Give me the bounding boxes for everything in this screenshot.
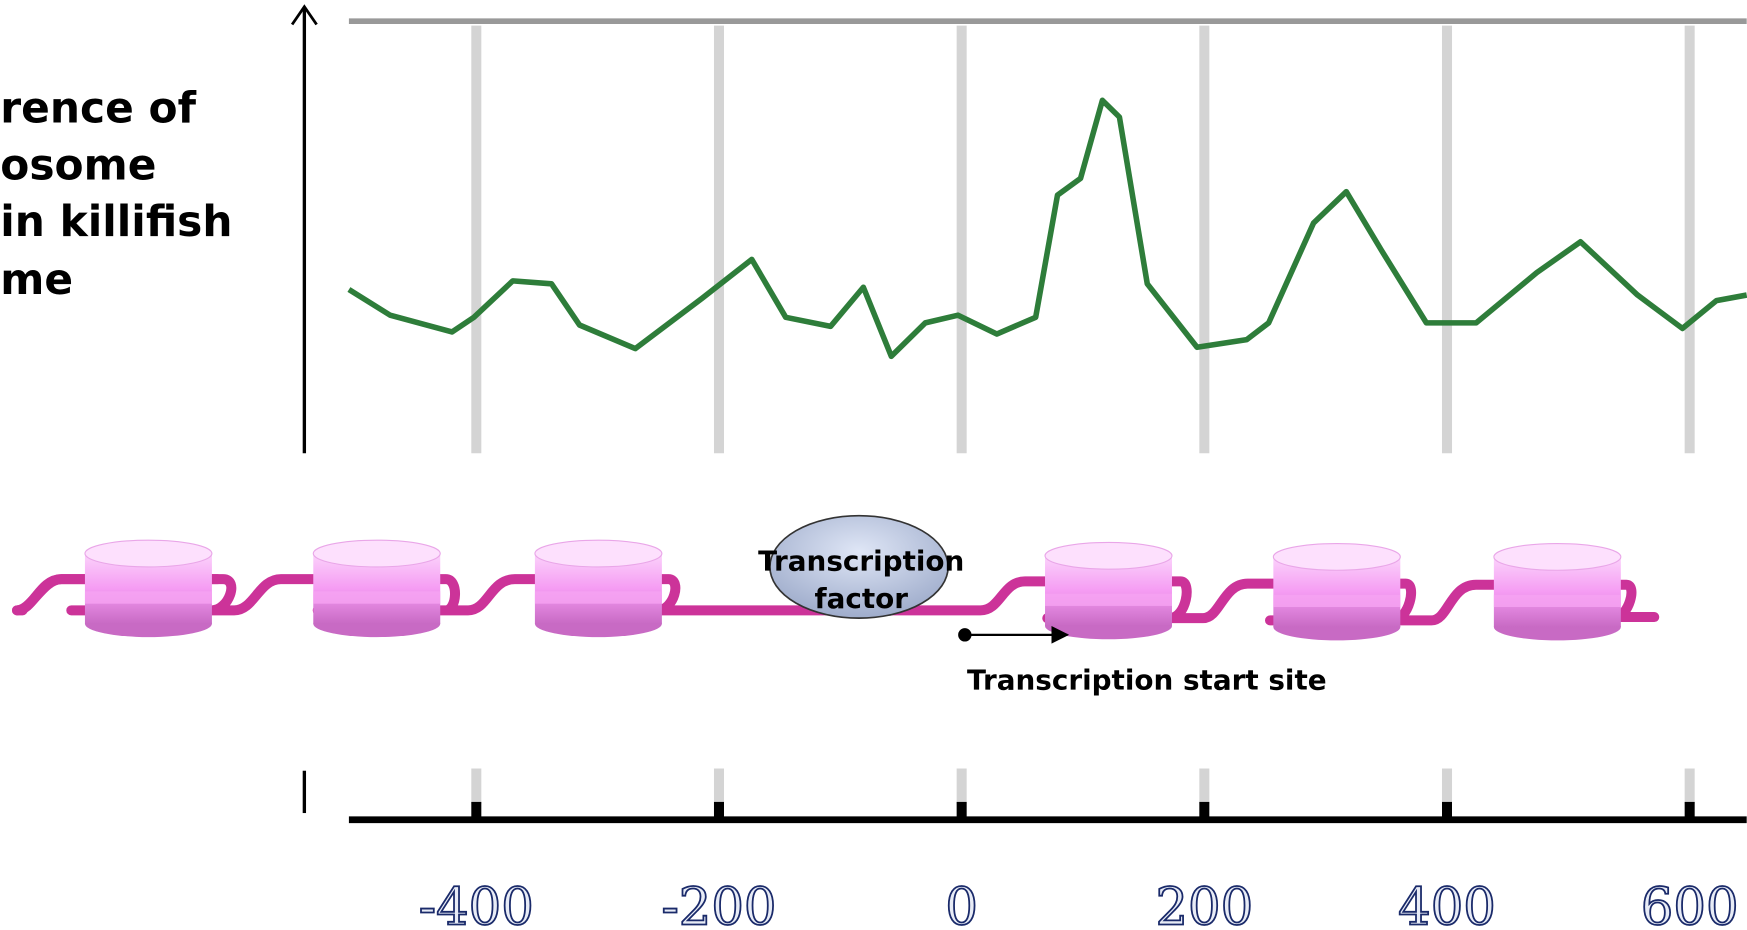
x-tick-label: 200 xyxy=(1155,877,1253,930)
x-tick-label: -400 xyxy=(419,877,534,930)
title-line: rence of xyxy=(0,84,196,133)
occupancy-line xyxy=(349,100,1747,356)
figure: rence of osome in killifish me -400 -200 0… xyxy=(0,0,1747,930)
nucleosome xyxy=(1494,544,1621,641)
nucleosome xyxy=(85,540,212,637)
nucleosome xyxy=(535,540,662,637)
title-line: osome xyxy=(0,140,156,189)
title-line: in killifish xyxy=(0,197,232,246)
annotation: factor xyxy=(814,582,908,615)
nucleosome xyxy=(1045,542,1172,639)
x-tick-label: -200 xyxy=(661,877,776,930)
title-line: me xyxy=(0,255,73,304)
annotation: Transcription xyxy=(758,544,964,577)
nucleosome xyxy=(1273,544,1400,641)
nucleosome xyxy=(313,540,440,637)
x-tick-label: 600 xyxy=(1641,877,1739,930)
x-tick-label: 0 xyxy=(945,877,978,930)
x-tick-label: 400 xyxy=(1398,877,1496,930)
annotation: Transcription start site xyxy=(967,663,1327,696)
